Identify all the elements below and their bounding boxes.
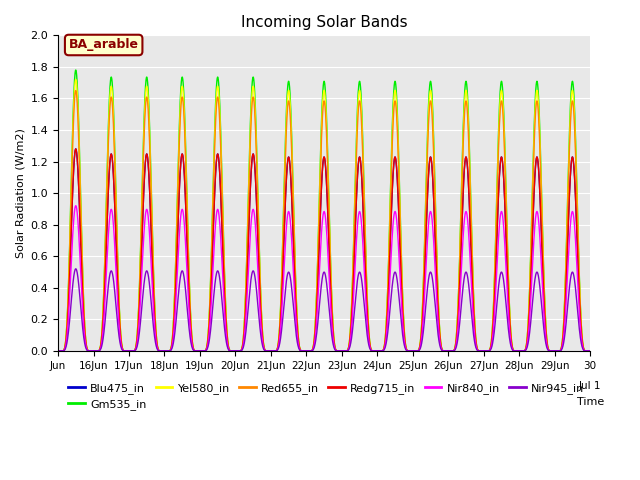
Text: Time: Time xyxy=(577,396,604,407)
Title: Incoming Solar Bands: Incoming Solar Bands xyxy=(241,15,408,30)
Text: BA_arable: BA_arable xyxy=(68,38,139,51)
Legend: Blu475_in, Gm535_in, Yel580_in, Red655_in, Redg715_in, Nir840_in, Nir945_in: Blu475_in, Gm535_in, Yel580_in, Red655_i… xyxy=(63,378,589,415)
Text: Jul 1: Jul 1 xyxy=(579,382,602,391)
Y-axis label: Solar Radiation (W/m2): Solar Radiation (W/m2) xyxy=(15,128,25,258)
